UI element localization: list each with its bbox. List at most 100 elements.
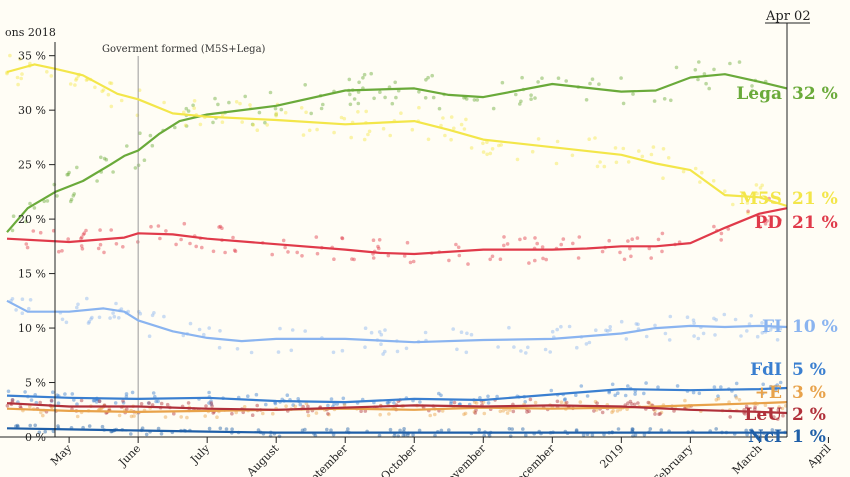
poll-point-fi <box>763 330 768 334</box>
poll-point-fdi <box>633 392 637 396</box>
poll-point-leu <box>301 404 305 409</box>
poll-point-m5s <box>755 191 759 196</box>
poll-point-m5s <box>399 111 403 115</box>
poll-point-pd <box>561 237 566 241</box>
series-labels: Lega 32 % M5S 21 % PD 21 % FI 10 % FdI 5 % +E 3 % Le… <box>736 84 837 447</box>
poll-point-fi <box>747 322 752 326</box>
poll-point-leu <box>49 398 54 403</box>
poll-point-e <box>653 409 657 413</box>
poll-point-fi <box>653 323 657 328</box>
poll-point-nci <box>43 429 47 434</box>
poll-point-lega <box>24 219 28 224</box>
poll-point-fdi <box>449 401 453 406</box>
poll-point-fi <box>28 298 33 302</box>
poll-point-fdi <box>246 394 250 399</box>
poll-point-nci <box>507 427 512 431</box>
poll-point-nci <box>256 428 261 432</box>
poll-point-pd <box>295 250 300 255</box>
poll-point-fdi <box>341 396 346 401</box>
poll-point-lega <box>32 206 37 210</box>
poll-point-leu <box>555 399 560 404</box>
poll-point-pd <box>635 236 640 240</box>
poll-point-e <box>203 414 207 418</box>
poll-point-pd <box>220 226 224 230</box>
poll-point-pd <box>121 245 125 249</box>
poll-point-m5s <box>490 147 495 151</box>
x-tick-label: May <box>48 441 75 468</box>
poll-point-lega <box>75 165 79 170</box>
poll-point-m5s <box>366 132 370 137</box>
poll-point-fi <box>423 330 428 335</box>
poll-point-lega <box>71 194 76 198</box>
poll-point-fi <box>755 334 760 339</box>
poll-point-m5s <box>640 154 645 159</box>
poll-point-pd <box>200 245 204 250</box>
poll-point-lega <box>69 197 74 202</box>
poll-point-fi <box>604 328 608 333</box>
poll-point-pd <box>768 223 773 227</box>
poll-point-pd <box>188 241 192 246</box>
poll-point-e <box>615 409 620 413</box>
poll-point-e <box>593 399 598 404</box>
poll-point-lega <box>138 131 142 135</box>
corner-label: ons 2018 <box>5 26 56 39</box>
poll-point-e <box>777 405 781 409</box>
poll-point-leu <box>772 415 776 419</box>
poll-point-pd <box>630 237 634 241</box>
poll-point-pd <box>649 256 653 260</box>
poll-point-pd <box>80 235 84 240</box>
poll-point-lega <box>95 179 99 183</box>
poll-point-m5s <box>449 137 453 142</box>
poll-point-fi <box>691 318 696 323</box>
poll-point-pd <box>778 218 782 222</box>
poll-point-lega <box>631 92 635 96</box>
poll-point-e <box>107 407 112 411</box>
poll-point-nci <box>33 423 37 428</box>
poll-point-pd <box>149 224 153 229</box>
poll-point-lega <box>216 102 220 107</box>
poll-point-fdi <box>56 401 61 406</box>
poll-point-leu <box>210 404 214 408</box>
x-tick-label: September <box>298 441 351 477</box>
poll-point-nci <box>15 423 20 428</box>
poll-point-fdi <box>29 398 34 402</box>
poll-point-nci <box>156 426 161 431</box>
poll-point-m5s <box>301 133 306 137</box>
poll-point-m5s <box>410 127 415 132</box>
poll-point-m5s <box>481 150 486 154</box>
poll-point-fdi <box>146 401 151 405</box>
poll-point-lega <box>133 166 138 170</box>
poll-point-fdi <box>656 385 660 390</box>
poll-point-lega <box>712 67 716 72</box>
poll-point-pd <box>618 250 622 255</box>
poll-point-pd <box>660 249 664 254</box>
poll-point-m5s <box>388 133 393 138</box>
poll-point-pd <box>629 254 633 259</box>
poll-point-nci <box>277 434 282 439</box>
poll-point-fi <box>20 311 25 316</box>
poll-point-fdi <box>623 393 628 398</box>
poll-point-pd <box>411 259 416 264</box>
poll-point-pd <box>98 242 103 247</box>
poll-point-fi <box>60 317 65 322</box>
poll-point-fi <box>20 297 25 302</box>
poll-point-e <box>75 414 80 419</box>
poll-point-pd <box>457 253 462 258</box>
poll-point-fi <box>87 319 92 324</box>
poll-point-pd <box>488 257 493 262</box>
poll-point-lega <box>52 182 57 187</box>
poll-point-m5s <box>16 82 20 87</box>
poll-point-fi <box>404 346 409 351</box>
poll-point-lega <box>491 106 496 111</box>
poll-point-nci <box>402 427 406 431</box>
poll-point-e <box>559 400 564 405</box>
poll-point-fi <box>86 321 91 325</box>
poll-point-leu <box>359 409 363 414</box>
poll-point-fdi <box>562 398 567 402</box>
poll-point-pd <box>114 242 119 246</box>
poll-point-m5s <box>183 123 188 128</box>
poll-point-nci <box>401 433 406 438</box>
series-name-nci: NcI <box>748 427 782 447</box>
poll-point-m5s <box>593 136 597 140</box>
series-line-fi <box>6 299 788 344</box>
